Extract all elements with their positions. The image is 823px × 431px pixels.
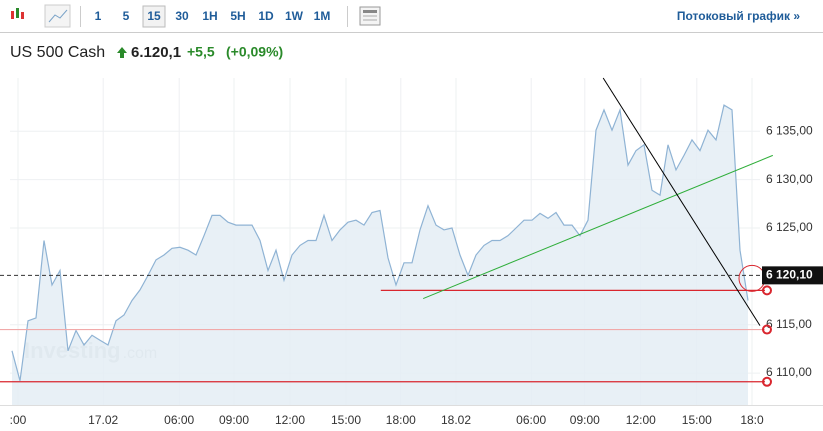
instrument-name: US 500 Cash <box>10 44 105 61</box>
interval-button[interactable]: 30 <box>175 9 189 23</box>
x-tick-label: 09:00 <box>219 413 249 427</box>
interval-button[interactable]: 15 <box>147 9 161 23</box>
x-tick-label: 17.02 <box>88 413 118 427</box>
trend-line <box>423 154 773 300</box>
x-tick-label: 18:00 <box>386 413 416 427</box>
x-tick-label: 12:00 <box>275 413 305 427</box>
y-tick-label: 6 125,00 <box>766 220 813 234</box>
change-pct: (+0,09%) <box>226 44 283 60</box>
x-tick-label: 15:00 <box>331 413 361 427</box>
streaming-link[interactable]: Потоковый график » <box>677 9 800 23</box>
price-tag-label: 6 120,10 <box>766 268 813 282</box>
chart: :00 17.02 06:00 09:00 12:00 15:00 18:00 18.02 06… <box>0 77 823 427</box>
change: +5,5 <box>187 44 215 60</box>
price-line <box>11 104 749 381</box>
area-icon[interactable] <box>44 4 71 28</box>
y-tick-label: 6 110,00 <box>766 365 812 379</box>
x-tick-label: 06:00 <box>516 413 546 427</box>
x-tick-label: 18.02 <box>441 413 471 427</box>
line-handle <box>762 376 772 387</box>
x-tick-label: 09:00 <box>570 413 600 427</box>
interval-button[interactable]: 5H <box>230 9 245 23</box>
interval-button[interactable]: 1 <box>95 9 102 23</box>
interval-button[interactable]: 5 <box>123 9 130 23</box>
x-tick-label: 06:00 <box>164 413 194 427</box>
line-handle <box>762 285 772 296</box>
interval-button[interactable]: 1M <box>314 9 331 23</box>
calendar-icon[interactable] <box>359 6 381 26</box>
y-tick-label: 6 115,00 <box>766 317 812 331</box>
x-tick-label: :00 <box>10 413 27 427</box>
y-tick-label: 6 130,00 <box>766 172 813 186</box>
x-tick-label: 18:0 <box>740 413 764 427</box>
candle-icon[interactable] <box>11 8 24 19</box>
interval-button[interactable]: 1D <box>258 9 274 23</box>
x-tick-label: 12:00 <box>626 413 656 427</box>
price: 6.120,1 <box>131 44 181 61</box>
x-tick-label: 15:00 <box>682 413 712 427</box>
interval-button[interactable]: 1H <box>202 9 217 23</box>
interval-button[interactable]: 1W <box>285 9 304 23</box>
price-tag <box>762 266 823 285</box>
line-handle <box>762 324 772 335</box>
up-arrow <box>117 47 127 58</box>
interval-selected <box>142 5 166 28</box>
y-tick-label: 6 135,00 <box>766 123 813 137</box>
trend-line <box>602 77 761 326</box>
